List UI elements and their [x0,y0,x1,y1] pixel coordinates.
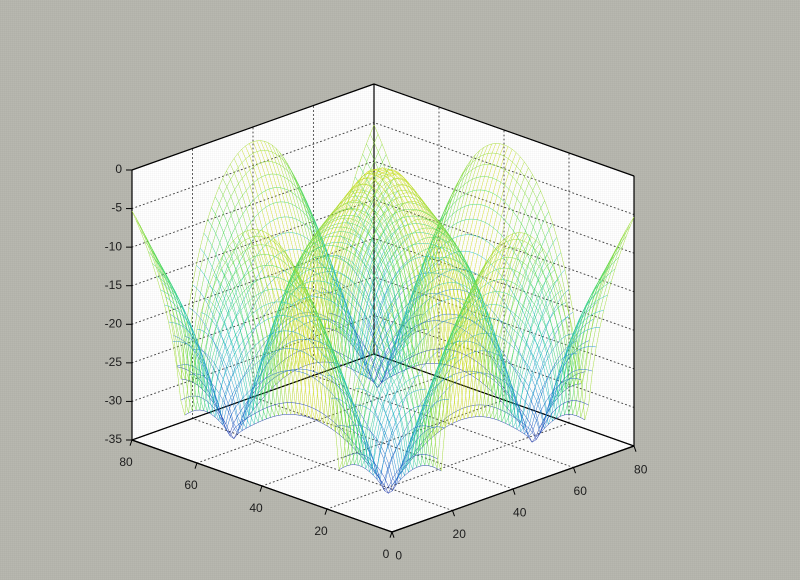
svg-text:80: 80 [634,463,648,477]
svg-text:-30: -30 [105,394,123,408]
svg-text:-10: -10 [105,239,123,253]
svg-text:20: 20 [314,524,328,538]
surface3d-plot: 0 20 40 60 80 0 20 40 60 80 -35 -30 -25 -20 -15 -10 -5 0 [0,0,800,580]
svg-text:-20: -20 [105,316,123,330]
svg-text:80: 80 [119,455,133,469]
svg-text:40: 40 [513,506,527,520]
svg-text:60: 60 [574,484,588,498]
svg-text:-15: -15 [105,278,123,292]
svg-text:0: 0 [115,162,122,176]
figure-panel: 0 20 40 60 80 0 20 40 60 80 -35 -30 -25 -20 -15 -10 -5 0 [0,0,800,580]
svg-text:20: 20 [453,527,467,541]
svg-text:0: 0 [383,547,390,561]
svg-text:-5: -5 [111,201,122,215]
svg-text:40: 40 [249,501,263,515]
svg-text:-25: -25 [105,355,123,369]
svg-text:-35: -35 [105,432,123,446]
svg-text:0: 0 [395,549,402,563]
svg-text:60: 60 [184,478,198,492]
